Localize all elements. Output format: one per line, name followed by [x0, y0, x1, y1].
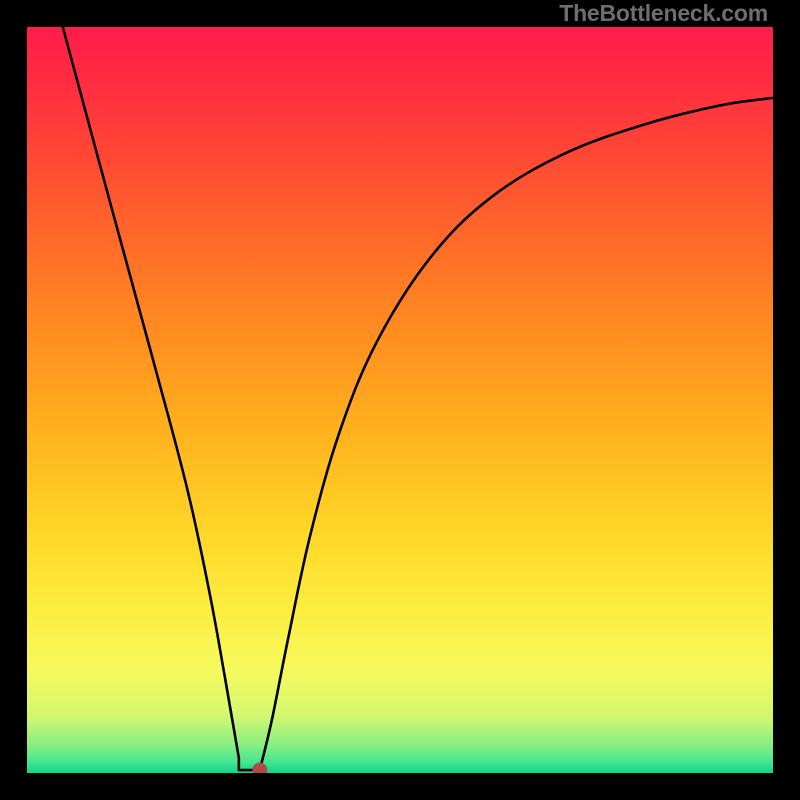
chart-frame: TheBottleneck.com — [0, 0, 800, 800]
plot-svg — [27, 27, 773, 773]
watermark-text: TheBottleneck.com — [559, 0, 768, 27]
plot-area — [27, 27, 773, 773]
gradient-background — [27, 27, 773, 773]
